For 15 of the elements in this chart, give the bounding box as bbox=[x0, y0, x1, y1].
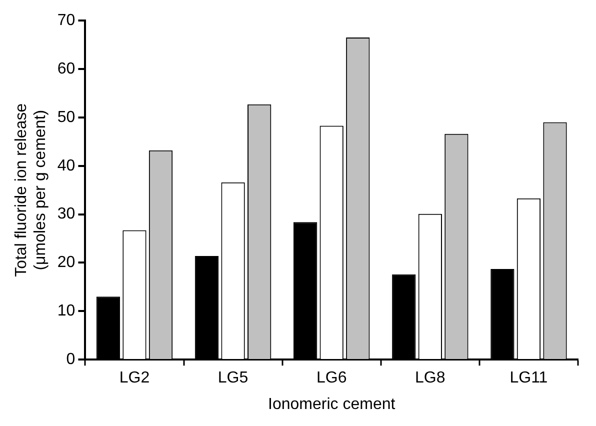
y-tick-label: 10 bbox=[57, 302, 76, 320]
x-tick-label: LG11 bbox=[510, 370, 548, 387]
y-tick-label: 0 bbox=[66, 351, 76, 368]
x-tick-label: LG2 bbox=[119, 370, 150, 387]
x-tick-label: LG8 bbox=[415, 370, 446, 387]
y-axis-title: Total fluoride ion release (μmoles per g cement) bbox=[13, 103, 50, 277]
y-tick-label: 60 bbox=[57, 60, 76, 78]
x-axis-title: Ionomeric cement bbox=[268, 396, 396, 413]
x-tick-label: LG6 bbox=[316, 370, 347, 387]
y-tick-label: 20 bbox=[57, 254, 76, 272]
y-tick-label: 50 bbox=[57, 108, 76, 126]
y-tick-label: 70 bbox=[57, 12, 76, 30]
y-tick-label: 40 bbox=[57, 157, 76, 174]
y-tick-label: 30 bbox=[57, 206, 76, 223]
x-tick-label: LG5 bbox=[218, 370, 248, 387]
